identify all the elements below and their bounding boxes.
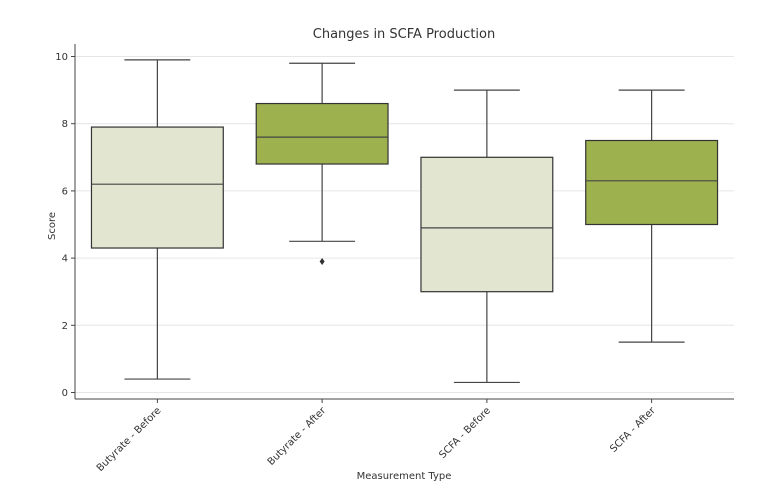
y-tick-label-6: 6 (62, 186, 68, 197)
box-1 (255, 62, 389, 265)
y-tick-label-10: 10 (55, 52, 68, 63)
chart-title: Changes in SCFA Production (313, 27, 495, 42)
iqr-box-1 (255, 102, 389, 165)
x-tick-label-3: SCFA - After (608, 405, 658, 455)
iqr-box-3 (585, 139, 719, 226)
x-tick-label-1: Butyrate - After (266, 405, 329, 468)
x-axis-label: Measurement Type (357, 471, 452, 482)
x-tick-label-2: SCFA - Before (437, 405, 493, 461)
iqr-box-0 (90, 126, 224, 249)
outlier-1-0 (319, 257, 325, 265)
box-2 (420, 89, 554, 384)
iqr-box-2 (420, 156, 554, 293)
y-axis-label: Score (47, 212, 58, 240)
y-tick-label-8: 8 (62, 119, 68, 130)
y-tick-label-2: 2 (62, 321, 68, 332)
x-tick-label-0: Butyrate - Before (95, 405, 164, 474)
y-tick-label-4: 4 (62, 254, 68, 265)
boxes (90, 59, 719, 384)
box-3 (585, 89, 719, 343)
y-tick-label-0: 0 (62, 388, 68, 399)
box-0 (90, 59, 224, 380)
